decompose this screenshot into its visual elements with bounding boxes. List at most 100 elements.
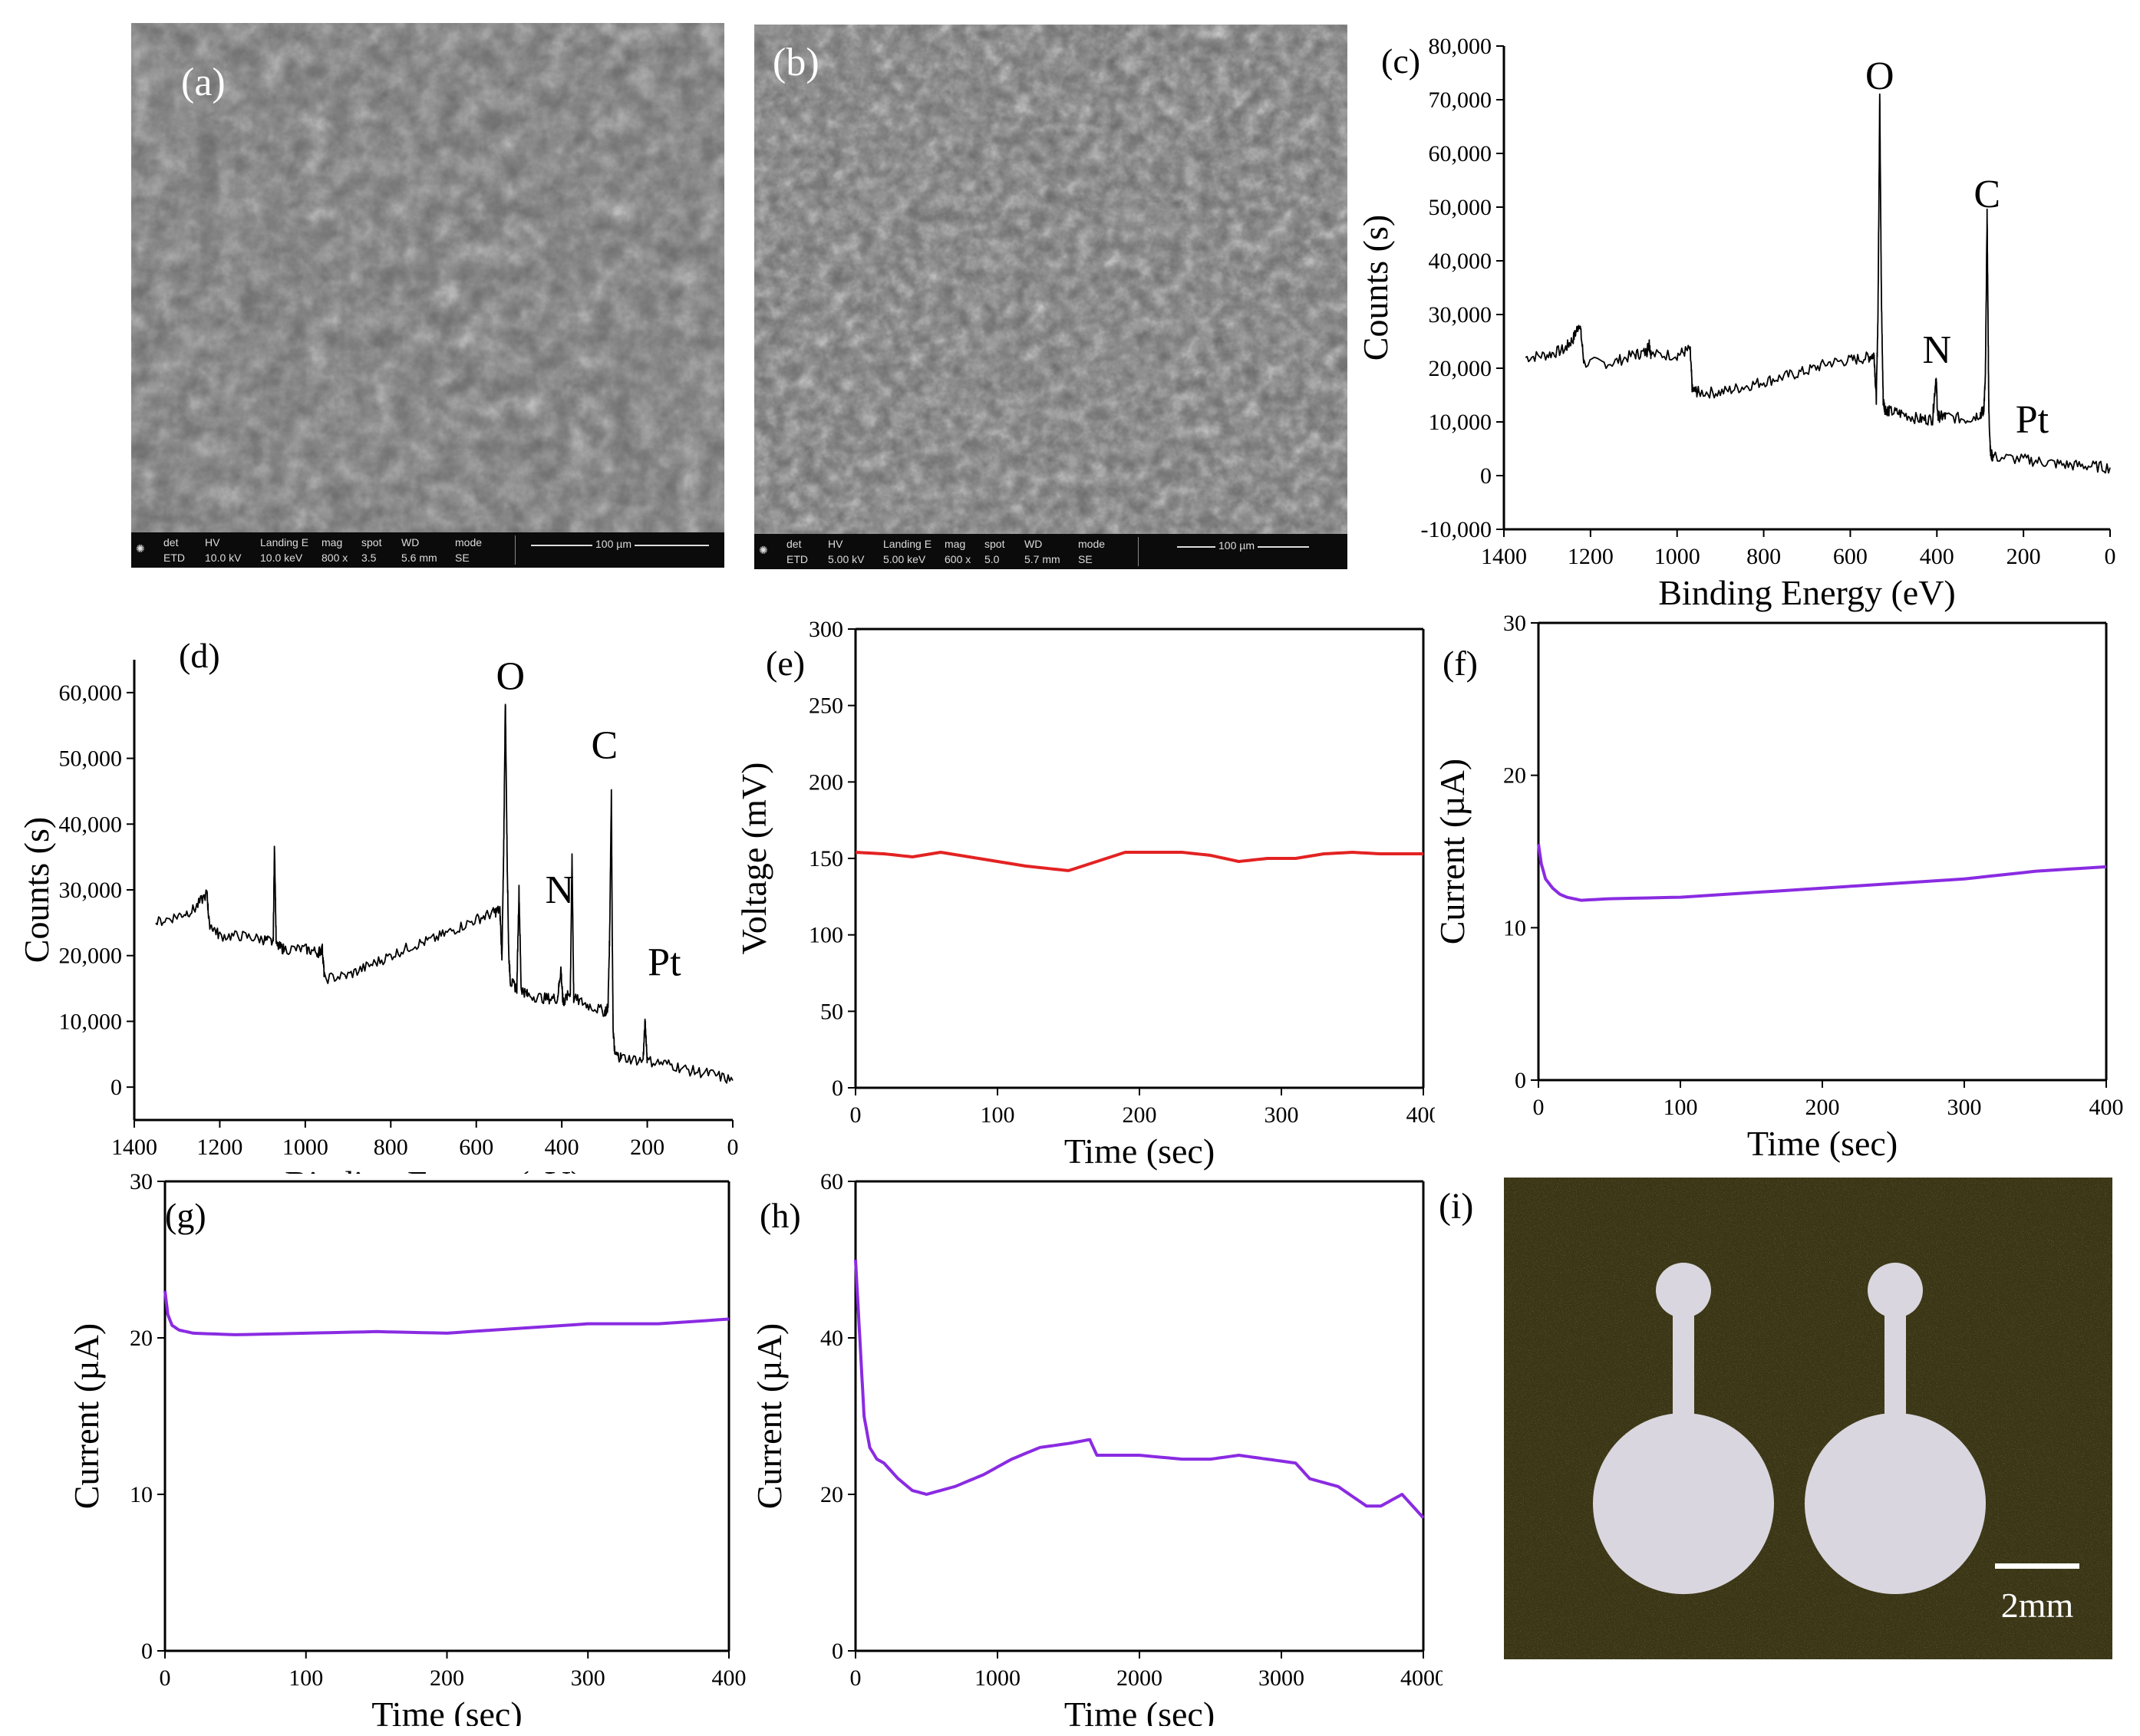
panel-label-d: (d) bbox=[179, 636, 220, 675]
y-tick-label: 10,000 bbox=[1429, 410, 1492, 435]
x-tick-label: 800 bbox=[1746, 544, 1781, 569]
current-time-chart-g: 0 100 200 300 400 0 10 20 30 Time (sec) Current (µ… bbox=[69, 1169, 747, 1726]
x-tick-label: 0 bbox=[2105, 544, 2116, 569]
panel-label-e: (e) bbox=[766, 644, 805, 683]
y-tick-label: 0 bbox=[141, 1639, 153, 1664]
info-h-det: det bbox=[786, 538, 802, 550]
x-tick-label: 400 bbox=[1406, 1102, 1436, 1128]
x-axis-title: Binding Energy (eV) bbox=[285, 1164, 582, 1174]
y-tick-label: 300 bbox=[809, 617, 843, 642]
sem-logo-icon: ✺ bbox=[759, 544, 768, 556]
x-tick-label: 200 bbox=[1123, 1102, 1157, 1128]
device-photo-drawing: 2mm bbox=[1504, 1178, 2112, 1659]
info-v-wd: 5.7 mm bbox=[1024, 553, 1060, 565]
x-tick-label: 1000 bbox=[282, 1135, 328, 1160]
y-tick-label: 20 bbox=[1503, 763, 1526, 789]
x-axis-title: Time (sec) bbox=[1747, 1124, 1898, 1163]
x-tick-label: 0 bbox=[727, 1135, 739, 1160]
x-tick-label: 200 bbox=[1805, 1095, 1840, 1120]
y-tick-label: 60 bbox=[820, 1169, 843, 1194]
info-v-det: ETD bbox=[786, 553, 808, 565]
y-axis-title: Current (µA) bbox=[69, 1323, 106, 1509]
x-tick-label: 300 bbox=[1265, 1102, 1299, 1128]
x-axis-title: Time (sec) bbox=[1064, 1695, 1215, 1726]
y-tick-label: 10,000 bbox=[59, 1009, 123, 1034]
info-h-spot: spot bbox=[984, 538, 1005, 550]
y-tick-label: 20 bbox=[820, 1482, 843, 1507]
info-h-mode: mode bbox=[455, 536, 483, 548]
y-tick-label: 70,000 bbox=[1429, 87, 1492, 113]
x-tick-label: 0 bbox=[850, 1102, 862, 1128]
photo-scale-bar bbox=[1995, 1563, 2079, 1569]
info-v-landing: 5.00 keV bbox=[883, 553, 926, 565]
panel-label-i: (i) bbox=[1439, 1186, 1474, 1227]
x-tick-label: 300 bbox=[1947, 1095, 1982, 1120]
x-tick-label: 1000 bbox=[974, 1665, 1021, 1691]
info-v-mag: 600 x bbox=[945, 553, 971, 565]
x-tick-label: 400 bbox=[712, 1665, 747, 1691]
x-tick-label: 100 bbox=[289, 1665, 323, 1691]
sem-texture-b bbox=[754, 25, 1347, 534]
panel-label-f: (f) bbox=[1443, 644, 1478, 683]
xps-survey-chart-d: 1400 1200 1000 800 600 400 200 0 0 10,000 20,000 30… bbox=[19, 636, 739, 1174]
y-tick-label: -10,000 bbox=[1421, 517, 1492, 542]
info-h-hv: HV bbox=[828, 538, 843, 550]
sem-texture-a bbox=[131, 23, 724, 532]
series-line-current bbox=[854, 1259, 1425, 1519]
x-tick-label: 0 bbox=[160, 1665, 171, 1691]
y-tick-label: 0 bbox=[1480, 463, 1492, 489]
peak-annotation: Pt bbox=[648, 940, 681, 984]
y-tick-label: 20,000 bbox=[59, 944, 123, 969]
y-tick-label: 40,000 bbox=[59, 812, 123, 837]
sem-info-bar-b: ✺ det ETD HV 5.00 kV Landing E 5.00 keV … bbox=[754, 534, 1347, 569]
y-axis-title: Counts (s) bbox=[19, 817, 56, 963]
y-tick-label: 150 bbox=[809, 846, 843, 871]
info-h-wd: WD bbox=[1024, 538, 1043, 550]
info-v-hv: 10.0 kV bbox=[205, 552, 242, 564]
series-line-voltage bbox=[855, 851, 1423, 872]
y-tick-label: 60,000 bbox=[1429, 141, 1492, 166]
peak-annotation: C bbox=[592, 724, 618, 768]
y-tick-label: 50,000 bbox=[1429, 195, 1492, 220]
x-tick-label: 400 bbox=[2089, 1095, 2124, 1120]
info-h-mode: mode bbox=[1078, 538, 1106, 550]
panel-label-h: (h) bbox=[760, 1196, 801, 1235]
y-tick-label: 50,000 bbox=[59, 746, 123, 772]
peak-annotation: O bbox=[496, 655, 526, 699]
peak-annotation: Pt bbox=[2016, 398, 2049, 442]
y-tick-label: 40,000 bbox=[1429, 249, 1492, 274]
y-tick-label: 80,000 bbox=[1429, 34, 1492, 59]
device-right bbox=[1805, 1263, 1986, 1594]
y-tick-label: 30 bbox=[1503, 614, 1526, 636]
info-v-mode: SE bbox=[455, 552, 470, 564]
info-h-landing: Landing E bbox=[883, 538, 932, 550]
y-tick-label: 20 bbox=[130, 1326, 153, 1351]
current-time-chart-h: 0 1000 2000 3000 4000 0 20 40 60 Time (sec) Curren… bbox=[752, 1169, 1443, 1726]
info-v-hv: 5.00 kV bbox=[828, 553, 865, 565]
x-tick-label: 200 bbox=[630, 1135, 664, 1160]
sem-info-bar-a: ✺ det ETD HV 10.0 kV Landing E 10.0 keV … bbox=[131, 532, 724, 568]
series-line-survey bbox=[1525, 93, 2111, 474]
y-axis-title: Counts (s) bbox=[1358, 215, 1395, 361]
device-photo-i: 2mm bbox=[1504, 1178, 2112, 1659]
sem-image-b: (b) ✺ det ETD HV 5.00 kV Landing E 5.00 … bbox=[754, 25, 1347, 569]
info-h-spot: spot bbox=[361, 536, 382, 548]
info-v-mag: 800 x bbox=[321, 552, 348, 564]
x-tick-label: 1200 bbox=[196, 1135, 242, 1160]
x-tick-label: 800 bbox=[374, 1135, 408, 1160]
x-tick-label: 1400 bbox=[1481, 544, 1527, 569]
info-h-landing: Landing E bbox=[260, 536, 309, 548]
x-tick-label: 100 bbox=[1664, 1095, 1698, 1120]
panel-label-a: (a) bbox=[181, 61, 226, 104]
y-tick-label: 10 bbox=[1503, 915, 1526, 940]
photo-speckle bbox=[1504, 1178, 2112, 1659]
y-axis-title: Current (µA) bbox=[752, 1323, 789, 1509]
x-tick-label: 400 bbox=[545, 1135, 579, 1160]
x-tick-label: 400 bbox=[1920, 544, 1954, 569]
y-tick-label: 40 bbox=[820, 1326, 843, 1351]
y-tick-label: 100 bbox=[809, 923, 843, 948]
scale-bar-label-b: 100 µm bbox=[1215, 539, 1258, 552]
panel-label-b: (b) bbox=[773, 41, 819, 84]
y-tick-label: 30,000 bbox=[1429, 302, 1492, 328]
